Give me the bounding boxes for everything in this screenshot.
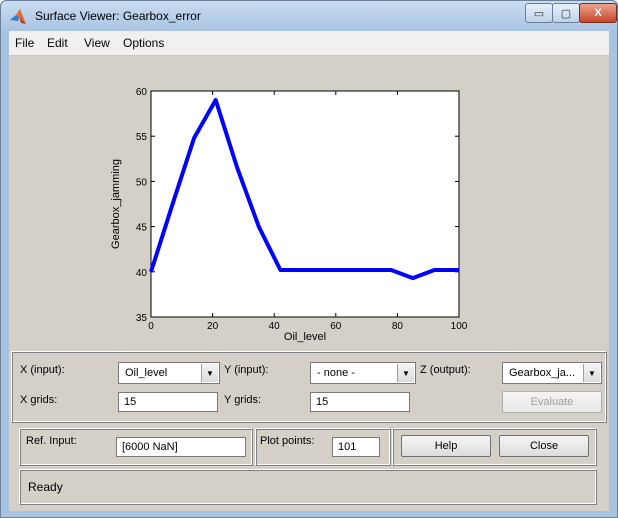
y-tick-label: 45 xyxy=(136,223,148,234)
y-tick-label: 35 xyxy=(136,313,148,324)
plot-area: 0 20 40 60 80 100 35 40 45 50 55 60 Oil_level Gearb… xyxy=(9,55,609,371)
plot-axes-box xyxy=(150,90,460,318)
x-tick-label: 0 xyxy=(148,321,154,332)
surface-plot[interactable]: 0 20 40 60 80 100 35 40 45 50 55 60 Oil_level Gearb… xyxy=(9,55,609,371)
matlab-logo-icon xyxy=(10,9,26,24)
menu-edit[interactable]: Edit xyxy=(47,36,68,50)
title-bar[interactable]: Surface Viewer: Gearbox_error ▭ ▢ X xyxy=(1,1,617,31)
menu-bar: File Edit View Options xyxy=(9,31,609,56)
plot-points-label: Plot points: xyxy=(260,435,315,447)
x-tick-label: 40 xyxy=(269,321,281,332)
y-input-label: Y (input): xyxy=(224,364,269,376)
menu-file[interactable]: File xyxy=(15,36,35,50)
z-output-label: Z (output): xyxy=(420,364,471,376)
x-input-select[interactable]: Oil_level ▼ xyxy=(118,362,220,384)
ref-input-label: Ref. Input: xyxy=(26,435,77,447)
status-panel: Ready xyxy=(19,469,597,505)
x-tick-label: 100 xyxy=(451,321,468,332)
y-input-value: - none - xyxy=(317,367,355,379)
client-area: File Edit View Options 0 20 40 60 80 100 35 40 4… xyxy=(9,31,609,511)
y-grids-label: Y grids: xyxy=(224,394,262,406)
close-button[interactable]: Close xyxy=(499,435,589,457)
window-title: Surface Viewer: Gearbox_error xyxy=(35,9,201,23)
x-grids-label: X grids: xyxy=(20,394,58,406)
z-output-select[interactable]: Gearbox_ja... ▼ xyxy=(502,362,602,384)
menu-view[interactable]: View xyxy=(84,36,110,50)
minimize-icon: ▭ xyxy=(533,7,545,20)
evaluate-button[interactable]: Evaluate xyxy=(502,391,602,413)
close-icon: X xyxy=(594,7,602,19)
maximize-icon: ▢ xyxy=(560,7,572,20)
action-buttons-panel: Help Close xyxy=(392,428,597,466)
x-axis-label: Oil_level xyxy=(284,331,326,343)
y-tick-label: 55 xyxy=(136,132,148,143)
x-input-label: X (input): xyxy=(20,364,65,376)
y-axis-label: Gearbox_jamming xyxy=(110,159,122,249)
axis-ticks: 0 20 40 60 80 100 35 40 45 50 55 60 xyxy=(136,87,468,332)
ref-input-panel: Ref. Input: [6000 NaN] xyxy=(19,428,253,466)
z-output-value: Gearbox_ja... xyxy=(509,367,576,379)
chevron-down-icon: ▼ xyxy=(397,364,414,382)
y-grids-input[interactable]: 15 xyxy=(310,392,410,412)
menu-options[interactable]: Options xyxy=(123,36,165,50)
x-tick-label: 80 xyxy=(392,321,404,332)
ref-input-field[interactable]: [6000 NaN] xyxy=(116,437,246,457)
x-tick-label: 20 xyxy=(207,321,219,332)
chevron-down-icon: ▼ xyxy=(583,364,600,382)
chevron-down-icon: ▼ xyxy=(201,364,218,382)
close-window-button[interactable]: X xyxy=(579,3,617,23)
y-input-select[interactable]: - none - ▼ xyxy=(310,362,416,384)
y-tick-label: 50 xyxy=(136,177,148,188)
plot-points-input[interactable]: 101 xyxy=(332,437,380,457)
input-selection-panel: X (input): Oil_level ▼ Y (input): - none… xyxy=(11,351,607,423)
y-tick-label: 40 xyxy=(136,268,148,279)
x-tick-label: 60 xyxy=(330,321,342,332)
plot-points-panel: Plot points: 101 xyxy=(255,428,391,466)
x-input-value: Oil_level xyxy=(125,367,168,379)
series-line-gearbox-jamming xyxy=(149,98,459,281)
maximize-button[interactable]: ▢ xyxy=(552,3,580,23)
x-grids-input[interactable]: 15 xyxy=(118,392,218,412)
help-button[interactable]: Help xyxy=(401,435,491,457)
y-tick-label: 60 xyxy=(136,87,148,98)
status-text: Ready xyxy=(28,480,63,494)
minimize-button[interactable]: ▭ xyxy=(525,3,553,23)
